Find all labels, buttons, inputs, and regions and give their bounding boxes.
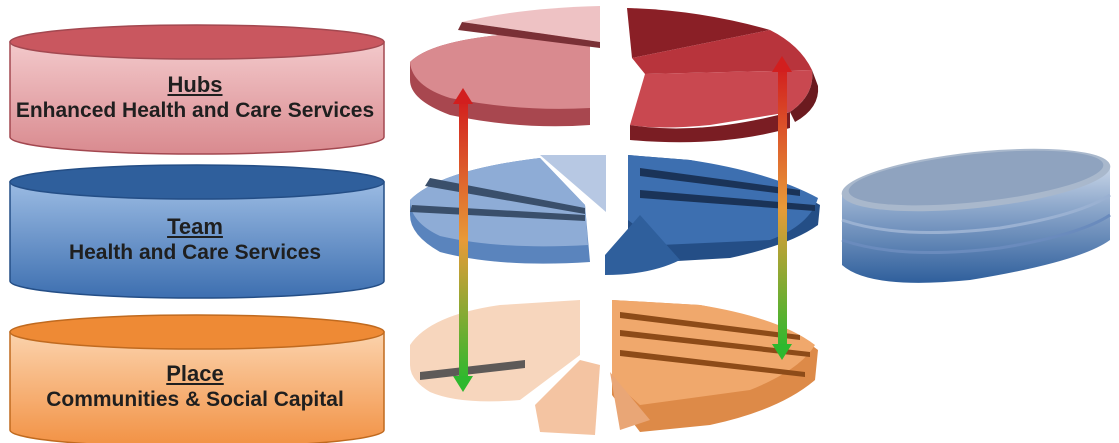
hubs-title: Hubs [10, 72, 380, 98]
team-subtitle: Health and Care Services [10, 240, 380, 266]
hubs-subtitle: Enhanced Health and Care Services [10, 98, 380, 124]
stacked-layers-disc [839, 138, 1113, 283]
place-pie [410, 300, 818, 435]
place-title: Place [10, 361, 380, 387]
hubs-label: Hubs Enhanced Health and Care Services [10, 72, 380, 124]
team-label: Team Health and Care Services [10, 214, 380, 266]
place-subtitle: Communities & Social Capital [10, 387, 380, 413]
team-title: Team [10, 214, 380, 240]
team-pie [410, 155, 820, 275]
place-label: Place Communities & Social Capital [10, 361, 380, 413]
hubs-pie [410, 6, 818, 142]
